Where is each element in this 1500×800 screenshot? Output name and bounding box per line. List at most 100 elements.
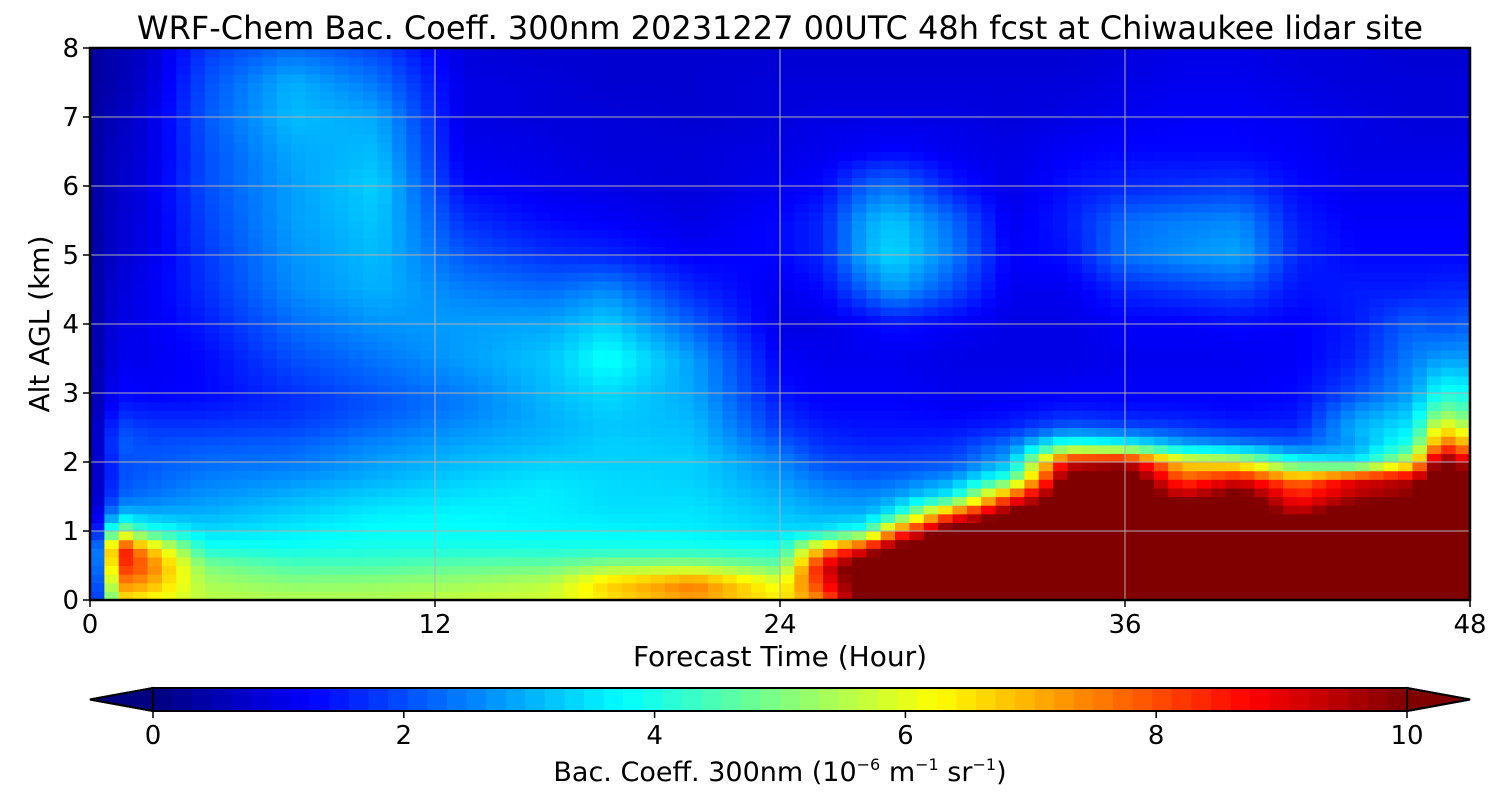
heatmap-cell xyxy=(348,315,364,325)
heatmap-cell xyxy=(1153,556,1169,567)
heatmap-cell xyxy=(104,151,120,161)
heatmap-cell xyxy=(808,177,824,187)
heatmap-cell xyxy=(1038,591,1054,601)
heatmap-cell xyxy=(1024,367,1040,377)
heatmap-cell xyxy=(593,444,609,454)
heatmap-cell xyxy=(1139,487,1155,498)
heatmap-cell xyxy=(593,496,609,506)
heatmap-cell xyxy=(693,280,709,291)
heatmap-cell xyxy=(952,298,968,308)
heatmap-cell xyxy=(1010,444,1025,454)
heatmap-cell xyxy=(593,194,609,204)
heatmap-cell xyxy=(621,306,637,316)
heatmap-cell xyxy=(693,427,709,437)
heatmap-cell xyxy=(377,462,393,472)
heatmap-cell xyxy=(1110,453,1126,463)
heatmap-cell xyxy=(837,237,853,247)
heatmap-cell xyxy=(1010,436,1025,446)
heatmap-cell xyxy=(521,427,537,437)
heatmap-cell xyxy=(650,487,666,498)
heatmap-cell xyxy=(262,324,278,334)
heatmap-cell xyxy=(161,289,177,299)
heatmap-cell xyxy=(952,211,968,222)
heatmap-cell xyxy=(205,349,220,360)
heatmap-cell xyxy=(1038,513,1054,523)
heatmap-cell xyxy=(276,375,292,385)
heatmap-cell xyxy=(420,48,436,58)
heatmap-cell xyxy=(176,358,192,368)
heatmap-cell xyxy=(463,462,479,472)
heatmap-cell xyxy=(650,117,666,127)
heatmap-cell xyxy=(276,272,292,282)
heatmap-cell xyxy=(550,298,565,308)
heatmap-cell xyxy=(794,444,810,454)
heatmap-cell xyxy=(1081,186,1097,196)
heatmap-cell xyxy=(593,177,609,187)
heatmap-cell xyxy=(320,591,335,601)
heatmap-cell xyxy=(104,393,120,403)
heatmap-cell xyxy=(693,418,709,429)
heatmap-cell xyxy=(219,280,235,291)
heatmap-cell xyxy=(636,324,652,334)
heatmap-cell xyxy=(435,315,450,325)
heatmap-cell xyxy=(966,48,982,58)
heatmap-cell xyxy=(851,384,867,394)
heatmap-cell xyxy=(205,574,220,584)
heatmap-cell xyxy=(851,453,867,463)
heatmap-cell xyxy=(794,462,810,472)
heatmap-cell xyxy=(248,229,264,239)
heatmap-cell xyxy=(406,324,422,334)
heatmap-cell xyxy=(1010,479,1025,489)
heatmap-cell xyxy=(133,82,149,92)
heatmap-cell xyxy=(636,393,652,403)
heatmap-cell xyxy=(564,168,580,178)
heatmap-cell xyxy=(406,565,422,575)
heatmap-cell xyxy=(449,306,465,316)
heatmap-cell xyxy=(1024,358,1040,368)
heatmap-cell xyxy=(621,298,637,308)
heatmap-cell xyxy=(780,479,795,489)
heatmap-cell xyxy=(607,73,623,84)
heatmap-cell xyxy=(981,48,997,58)
heatmap-cell xyxy=(176,73,192,84)
heatmap-cell xyxy=(578,453,594,463)
heatmap-cell xyxy=(1038,401,1054,411)
heatmap-cell xyxy=(90,401,105,411)
heatmap-cell xyxy=(435,65,450,75)
heatmap-cell xyxy=(190,306,206,316)
heatmap-cell xyxy=(262,470,278,480)
heatmap-cell xyxy=(435,194,450,204)
heatmap-cell xyxy=(564,108,580,118)
heatmap-cell xyxy=(521,470,537,480)
heatmap-cell xyxy=(550,255,565,265)
heatmap-cell xyxy=(1096,160,1112,170)
heatmap-cell xyxy=(205,194,220,204)
heatmap-cell xyxy=(305,151,321,161)
heatmap-cell xyxy=(334,246,350,256)
heatmap-cell xyxy=(621,375,637,385)
heatmap-cell xyxy=(880,134,896,144)
heatmap-cell xyxy=(1125,367,1140,377)
heatmap-cell xyxy=(650,289,666,299)
heatmap-cell xyxy=(1182,393,1198,403)
heatmap-cell xyxy=(736,151,752,161)
heatmap-cell xyxy=(305,246,321,256)
heatmap-cell xyxy=(607,401,623,411)
heatmap-cell xyxy=(90,496,105,506)
heatmap-cell xyxy=(449,229,465,239)
heatmap-cell xyxy=(650,548,666,558)
heatmap-cell xyxy=(895,375,910,385)
heatmap-cell xyxy=(535,410,551,420)
heatmap-cell xyxy=(190,117,206,127)
heatmap-cell xyxy=(1053,358,1069,368)
heatmap-cell xyxy=(406,194,422,204)
heatmap-cell xyxy=(334,73,350,84)
heatmap-cell xyxy=(535,522,551,532)
heatmap-cell xyxy=(248,453,264,463)
heatmap-cell xyxy=(607,82,623,92)
heatmap-cell xyxy=(219,151,235,161)
heatmap-cell xyxy=(161,444,177,454)
heatmap-cell xyxy=(276,487,292,498)
heatmap-cell xyxy=(90,56,105,66)
heatmap-cell xyxy=(161,539,177,549)
